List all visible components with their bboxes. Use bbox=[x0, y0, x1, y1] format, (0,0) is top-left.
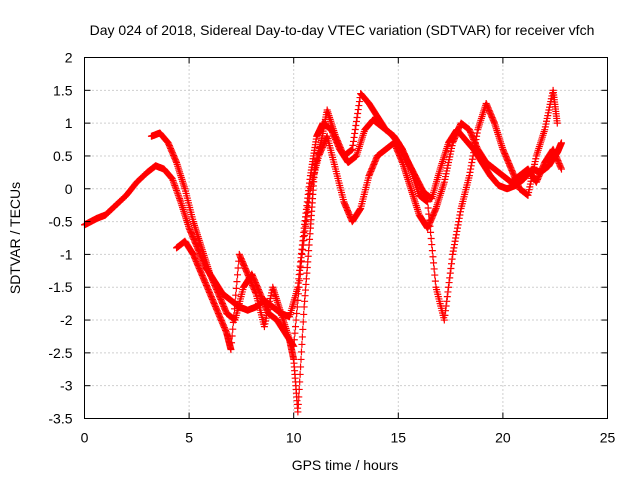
data-point bbox=[431, 271, 439, 279]
data-point bbox=[234, 264, 242, 272]
data-point bbox=[297, 257, 305, 265]
data-point bbox=[294, 296, 302, 304]
data-point bbox=[233, 278, 241, 286]
data-point bbox=[425, 216, 433, 224]
data-point bbox=[294, 290, 302, 298]
x-tick-label: 10 bbox=[286, 430, 302, 446]
data-point bbox=[295, 393, 303, 401]
data-point bbox=[557, 165, 565, 173]
data-point bbox=[227, 346, 235, 354]
data-point bbox=[424, 204, 432, 212]
data-point bbox=[229, 325, 237, 333]
data-point bbox=[297, 363, 305, 371]
y-tick-label: -2.5 bbox=[48, 345, 72, 361]
data-point bbox=[232, 284, 240, 292]
y-tick-label: -0.5 bbox=[48, 214, 72, 230]
series-track-a bbox=[81, 116, 565, 321]
data-point bbox=[429, 253, 437, 261]
data-point bbox=[298, 333, 306, 341]
x-tick-label: 0 bbox=[81, 430, 89, 446]
data-point bbox=[294, 400, 302, 408]
y-tick-label: 1.5 bbox=[53, 82, 73, 98]
y-tick-label: -3.5 bbox=[48, 411, 72, 427]
x-tick-label: 5 bbox=[185, 430, 193, 446]
data-point bbox=[231, 298, 239, 306]
data-point bbox=[300, 310, 308, 318]
y-tick-label: -2 bbox=[60, 312, 73, 328]
x-tick-label: 15 bbox=[391, 430, 407, 446]
data-point bbox=[425, 210, 433, 218]
x-tick-label: 25 bbox=[600, 430, 616, 446]
data-point bbox=[291, 323, 299, 331]
data-point bbox=[428, 241, 436, 249]
data-point bbox=[427, 228, 435, 236]
data-point bbox=[292, 316, 300, 324]
chart-title: Day 024 of 2018, Sidereal Day-to-day VTE… bbox=[90, 22, 595, 38]
x-tick-label: 20 bbox=[495, 430, 511, 446]
data-point bbox=[294, 408, 302, 416]
data-point bbox=[298, 340, 306, 348]
data-point bbox=[430, 259, 438, 267]
data-point bbox=[291, 329, 299, 337]
y-tick-label: 0 bbox=[65, 181, 73, 197]
data-point bbox=[428, 247, 436, 255]
x-axis-label: GPS time / hours bbox=[292, 457, 399, 473]
data-point bbox=[297, 264, 305, 272]
axis-ticks bbox=[84, 57, 608, 419]
data-point bbox=[230, 312, 238, 320]
y-tick-labels: 2 1.5 1 0.5 0 -0.5 -1 -1.5 -2 -2.5 -3 -3.5 bbox=[48, 50, 72, 427]
y-tick-label: -1 bbox=[60, 246, 73, 262]
data-point bbox=[430, 265, 438, 273]
series-track-c bbox=[173, 86, 561, 416]
data-point bbox=[228, 339, 236, 347]
data-point bbox=[295, 283, 303, 291]
data-point bbox=[427, 234, 435, 242]
data-point bbox=[557, 139, 565, 147]
data-point bbox=[297, 348, 305, 356]
data-point bbox=[299, 325, 307, 333]
data-point bbox=[295, 385, 303, 393]
x-tick-labels: 0 5 10 15 20 25 bbox=[81, 430, 616, 446]
data-point bbox=[228, 332, 236, 340]
y-tick-label: 2 bbox=[65, 50, 73, 66]
data-point bbox=[229, 318, 237, 326]
data-point bbox=[293, 309, 301, 317]
data-point bbox=[296, 378, 304, 386]
y-tick-label: 1 bbox=[65, 115, 73, 131]
data-point bbox=[293, 303, 301, 311]
data-point bbox=[296, 277, 304, 285]
plot-frame bbox=[84, 57, 608, 419]
data-point bbox=[232, 291, 240, 299]
data-point bbox=[431, 277, 439, 285]
data-point bbox=[296, 370, 304, 378]
plot-points bbox=[81, 86, 565, 416]
y-tick-label: -1.5 bbox=[48, 279, 72, 295]
y-tick-label: -3 bbox=[60, 378, 73, 394]
y-tick-label: 0.5 bbox=[53, 148, 73, 164]
data-point bbox=[296, 270, 304, 278]
y-axis-label: SDTVAR / TECUs bbox=[7, 182, 23, 294]
data-point bbox=[426, 222, 434, 230]
data-point bbox=[424, 198, 432, 206]
data-point bbox=[297, 355, 305, 363]
grid-lines bbox=[84, 57, 608, 419]
data-point bbox=[553, 119, 561, 127]
data-point bbox=[231, 305, 239, 313]
data-point bbox=[299, 318, 307, 326]
data-point bbox=[234, 271, 242, 279]
